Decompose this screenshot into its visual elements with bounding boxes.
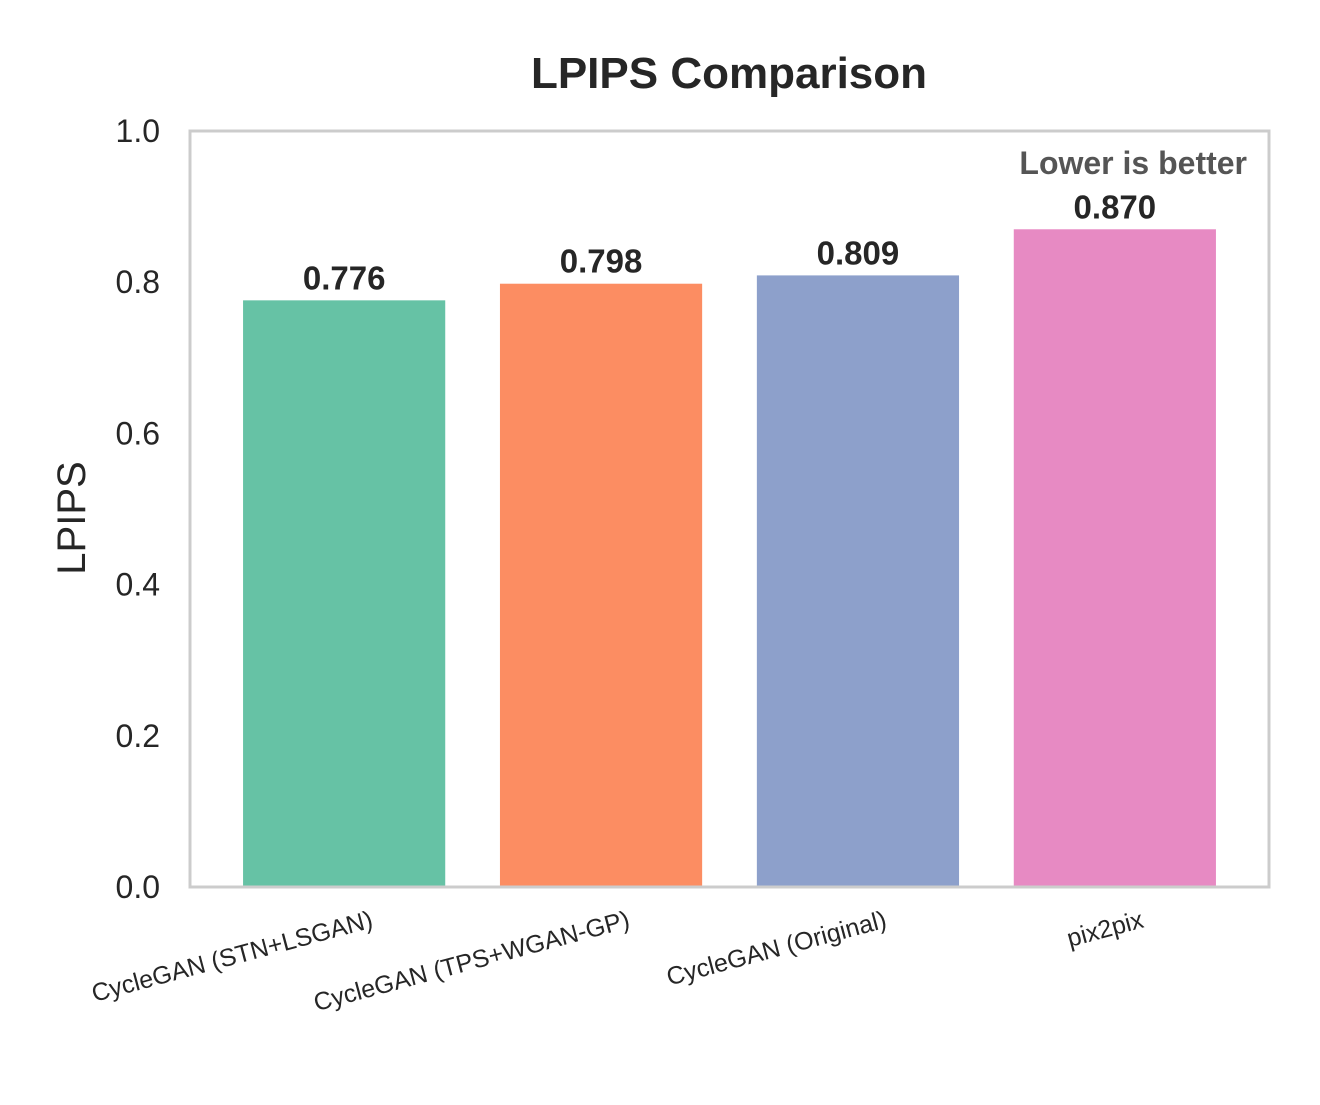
y-axis-label: LPIPS <box>50 461 94 574</box>
y-tick-label-1: 0.0 <box>116 869 160 905</box>
x-tick-label-4: pix2pix <box>1064 906 1147 953</box>
y-tick-label-3: 0.4 <box>116 567 160 603</box>
bar-value-label-3: 0.809 <box>817 234 900 271</box>
y-tick-label-4: 0.6 <box>116 415 160 451</box>
bar-1 <box>243 300 446 887</box>
y-tick-label-6: 1.0 <box>116 113 160 149</box>
bar-value-label-2: 0.798 <box>560 243 643 280</box>
bar-2 <box>499 283 703 887</box>
bar-value-label-4: 0.870 <box>1074 188 1157 225</box>
x-tick-label-3: CycleGAN (Original) <box>664 906 890 992</box>
bar-value-label-1: 0.776 <box>303 259 386 296</box>
annotation-lower-is-better: Lower is better <box>1019 145 1247 181</box>
plot-frame <box>188 129 1271 889</box>
bar-3 <box>756 275 960 887</box>
y-tick-label-2: 0.2 <box>116 718 160 754</box>
bar-4 <box>1013 229 1216 887</box>
y-tick-label-5: 0.8 <box>116 264 160 300</box>
chart-title: LPIPS Comparison <box>531 49 927 98</box>
